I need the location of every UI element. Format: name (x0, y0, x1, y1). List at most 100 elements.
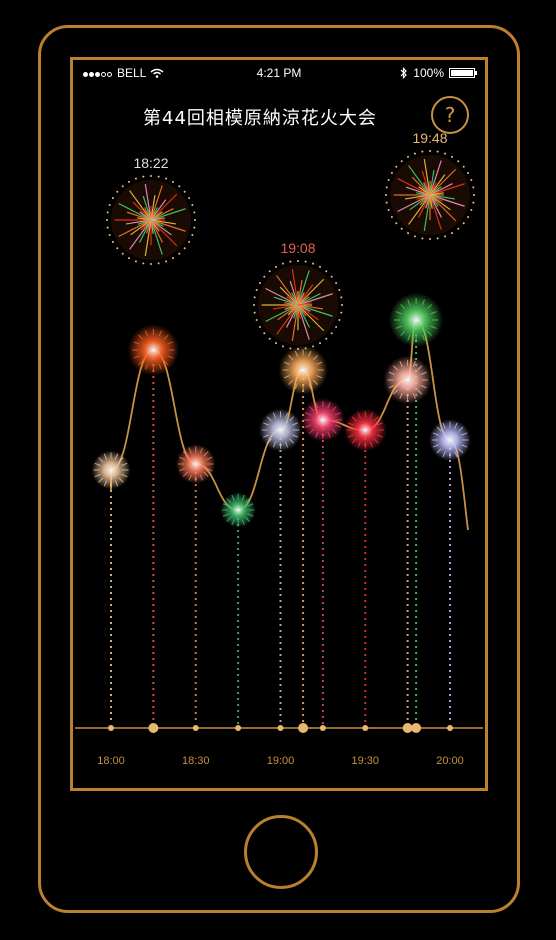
burst-ray (373, 438, 379, 444)
highlight-spark (429, 194, 451, 211)
highlight-spark (421, 170, 431, 196)
fireworks-timeline-chart: 18:22 19:08 19:48 18:00 18:30 19:00 19:30 20:00 (75, 130, 483, 767)
burst-ray (292, 422, 298, 426)
highlight-spark (150, 195, 156, 221)
highlight-ring-dot (255, 288, 258, 291)
burst-ray (315, 431, 319, 438)
burst-ray (421, 299, 425, 306)
burst-ray (284, 441, 289, 448)
burst-ray (103, 453, 108, 460)
highlight-ring-dot (400, 227, 403, 230)
highlight-spark (142, 195, 152, 221)
burst-ray (245, 498, 251, 504)
burst-ray (436, 426, 442, 432)
burst-ray (188, 447, 192, 454)
highlight-spark (429, 160, 442, 196)
highlight-spark (411, 176, 431, 196)
burst-ray (266, 438, 272, 444)
highlight-spark (144, 183, 152, 221)
highlight-ring-dot (429, 238, 431, 240)
burst-ray (138, 360, 144, 366)
highlight-spark (297, 293, 333, 306)
highlight-ring-dot (281, 262, 284, 265)
highlight-spark (423, 194, 431, 232)
timeline-marker (192, 725, 199, 731)
highlight-ring-dot (325, 337, 328, 340)
burst-ray (188, 474, 192, 481)
highlight-ring-dot (319, 342, 321, 345)
highlight-ring-dot (172, 257, 174, 260)
highlight-spark (150, 185, 163, 221)
burst-ray (231, 494, 235, 501)
highlight-spark (429, 194, 465, 207)
burst-ray (388, 384, 395, 389)
burst-ray (167, 341, 174, 345)
burst-ray (461, 444, 468, 448)
burst-ray (206, 456, 213, 460)
timeline-tick-label: 19:00 (267, 755, 295, 767)
highlight-spark (291, 304, 299, 342)
burst-ray (399, 361, 403, 368)
burst-ray (138, 334, 144, 340)
home-button[interactable] (244, 815, 318, 889)
highlight-ring-dot (390, 172, 393, 174)
highlight-ring-dot (387, 209, 390, 212)
highlight-ring-dot (194, 219, 196, 221)
highlight-ring-dot (258, 282, 261, 284)
burst-ray (263, 422, 269, 426)
highlight-ring-dot (429, 150, 431, 152)
highlight-spark (118, 219, 152, 238)
burst-ray (203, 451, 209, 457)
burst-ray (400, 304, 406, 310)
burst-ray (245, 516, 251, 522)
burst-ray (182, 471, 188, 477)
burst-ray (309, 406, 315, 412)
help-button[interactable]: ? (431, 96, 469, 134)
burst-ray (283, 361, 290, 365)
highlight-spark (429, 194, 455, 200)
timeline-marker (298, 723, 309, 733)
burst-ray (182, 451, 188, 457)
highlight-ring-dot (387, 178, 390, 181)
highlight-ring-dot (157, 175, 160, 178)
burst-ray (144, 330, 149, 337)
highlight-spark (118, 202, 152, 221)
carrier-label: BELL (117, 66, 147, 80)
burst-ray (294, 350, 299, 357)
burst-ray (288, 379, 294, 385)
burst-ray (376, 434, 383, 438)
highlight-ring-dot (385, 186, 388, 189)
burst-ray (421, 334, 425, 341)
battery-label: 100% (413, 66, 444, 80)
highlight-ring-dot (134, 260, 137, 263)
highlight-ring-dot (275, 265, 277, 268)
burst-ray (357, 441, 361, 448)
burst-ray (461, 432, 468, 436)
highlight-spark (429, 168, 457, 196)
burst-ray (458, 448, 464, 454)
burst-ray (315, 402, 319, 409)
highlight-ring-dot (165, 177, 168, 180)
wifi-icon (150, 68, 164, 78)
burst-ray (430, 325, 437, 329)
highlight-spark (265, 287, 299, 306)
highlight-spark (273, 296, 299, 306)
burst-ray (407, 299, 411, 306)
burst-ray (347, 422, 354, 426)
highlight-ring-dot (413, 235, 416, 238)
burst-ray (427, 330, 433, 336)
burst-ray (144, 363, 149, 370)
burst-ray (167, 355, 174, 359)
burst-ray (94, 473, 101, 478)
highlight-ring-dot (108, 234, 111, 237)
burst-ray (121, 473, 128, 478)
burst-ray (272, 441, 277, 448)
highlight-spark (150, 219, 163, 255)
burst-ray (442, 422, 446, 429)
burst-ray (312, 379, 318, 385)
highlight-ring-dot (253, 304, 255, 306)
highlight-ring-dot (116, 190, 119, 193)
highlight-spark (126, 219, 152, 225)
highlight-spark (429, 174, 446, 196)
highlight-ring-dot (335, 282, 338, 284)
